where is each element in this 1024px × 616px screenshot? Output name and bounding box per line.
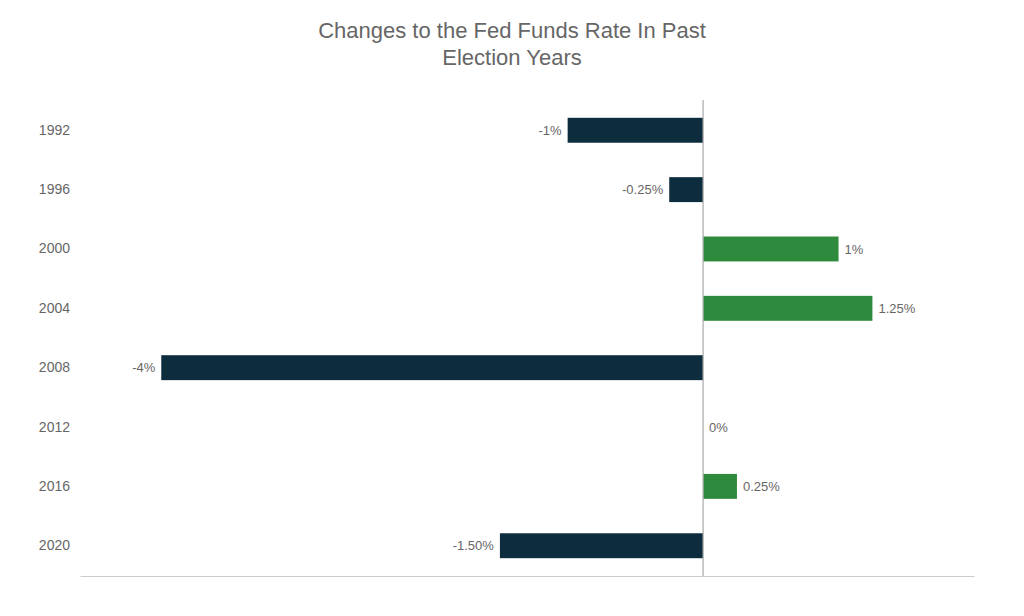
title: Changes to the Fed Funds Rate In PastEle… [318, 18, 706, 70]
y-axis: 1992 1996 2000 2004 2008 2012 2016 2020 [39, 101, 81, 577]
y-tick-label: 2004 [39, 300, 70, 316]
bar [669, 177, 703, 202]
title-line: Election Years [442, 45, 581, 70]
bar [161, 355, 703, 380]
bar [703, 474, 737, 499]
y-axis-line [80, 101, 81, 577]
zero-line [702, 100, 703, 576]
bar [703, 296, 872, 321]
chart: Changes to the Fed Funds Rate In PastEle… [0, 0, 1024, 616]
y-tick: 2020 [39, 537, 80, 553]
data-label: -0.25% [622, 182, 664, 197]
y-tick-label: 2016 [39, 478, 70, 494]
y-tick: 1996 [39, 181, 80, 197]
y-tick-label: 1996 [39, 181, 70, 197]
y-tick-label: 2008 [39, 359, 70, 375]
y-tick: 2016 [39, 478, 80, 494]
title-line: Changes to the Fed Funds Rate In Past [318, 18, 706, 43]
data-label: 1% [845, 242, 864, 257]
y-tick-label: 2000 [39, 240, 70, 256]
y-tick: 2000 [39, 240, 80, 256]
data-label: -4% [132, 360, 156, 375]
bars [161, 118, 872, 558]
bar [703, 237, 838, 262]
x-axis-line [81, 576, 975, 577]
data-label: -1.50% [453, 538, 495, 553]
y-tick: 2008 [39, 359, 80, 375]
y-tick: 1992 [39, 122, 80, 138]
data-label: 0% [709, 420, 728, 435]
data-label: 0.25% [743, 479, 780, 494]
bar [568, 118, 703, 143]
y-tick: 2012 [39, 419, 80, 435]
data-label: -1% [539, 123, 563, 138]
y-tick-label: 1992 [39, 122, 70, 138]
y-tick-label: 2012 [39, 419, 70, 435]
data-labels: -1% -0.25% 1% 1.25% -4% 0% 0.25% -1.50% [132, 123, 916, 553]
bar [500, 533, 703, 558]
x-axis [81, 576, 975, 577]
y-tick-label: 2020 [39, 537, 70, 553]
data-label: 1.25% [878, 301, 915, 316]
plot: 1992 1996 2000 2004 2008 2012 2016 2020 -1% -0.25… [39, 100, 975, 577]
y-tick: 2004 [39, 300, 80, 316]
